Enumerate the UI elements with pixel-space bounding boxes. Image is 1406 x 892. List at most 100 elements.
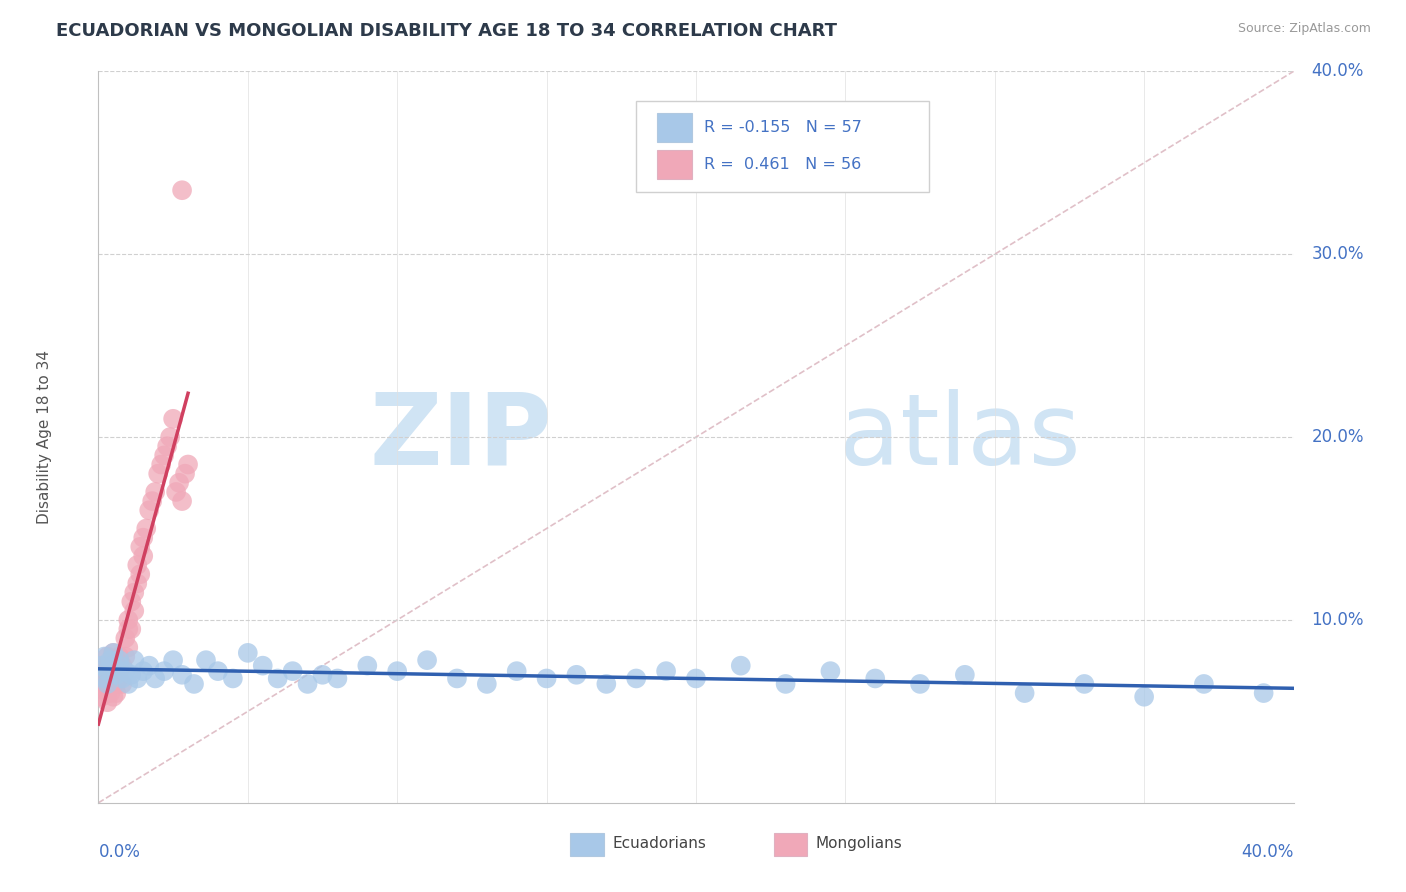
- Point: [103, 664, 125, 678]
- Text: ZIP: ZIP: [370, 389, 553, 485]
- Point: [105, 686, 128, 700]
- Text: R =  0.461   N = 56: R = 0.461 N = 56: [704, 157, 862, 172]
- Point: [138, 658, 160, 673]
- Point: [114, 649, 136, 664]
- Point: [820, 664, 842, 678]
- Point: [162, 653, 184, 667]
- Point: [685, 672, 707, 686]
- Point: [108, 672, 131, 686]
- Point: [90, 664, 112, 678]
- Point: [117, 613, 139, 627]
- Point: [120, 667, 142, 681]
- Point: [114, 632, 136, 646]
- Point: [129, 540, 152, 554]
- Point: [103, 677, 125, 691]
- Point: [117, 677, 139, 691]
- Point: [124, 653, 146, 667]
- Point: [148, 467, 170, 481]
- Point: [730, 658, 752, 673]
- Point: [183, 677, 205, 691]
- Point: [416, 653, 439, 667]
- Point: [127, 558, 149, 573]
- Point: [865, 672, 887, 686]
- Point: [93, 677, 115, 691]
- Text: Disability Age 18 to 34: Disability Age 18 to 34: [37, 350, 52, 524]
- Point: [132, 664, 155, 678]
- Point: [120, 594, 142, 608]
- Point: [150, 458, 173, 472]
- Point: [222, 672, 245, 686]
- Point: [111, 658, 134, 673]
- Point: [156, 439, 179, 453]
- Point: [108, 664, 131, 678]
- Point: [96, 667, 118, 681]
- Point: [143, 672, 166, 686]
- Point: [132, 531, 155, 545]
- Point: [127, 576, 149, 591]
- Point: [138, 503, 160, 517]
- Point: [124, 604, 146, 618]
- Point: [105, 653, 128, 667]
- Point: [103, 646, 125, 660]
- Point: [326, 672, 349, 686]
- Point: [93, 658, 115, 673]
- Point: [96, 677, 118, 691]
- Point: [98, 658, 122, 673]
- Point: [93, 672, 115, 686]
- Point: [172, 183, 194, 197]
- Point: [195, 653, 218, 667]
- Text: Mongolians: Mongolians: [815, 836, 903, 851]
- Point: [172, 494, 194, 508]
- Point: [536, 672, 558, 686]
- Point: [96, 686, 118, 700]
- Point: [93, 682, 115, 697]
- Point: [103, 658, 125, 673]
- Point: [120, 622, 142, 636]
- Point: [103, 690, 125, 704]
- Point: [141, 494, 163, 508]
- Point: [93, 649, 115, 664]
- Point: [267, 672, 290, 686]
- Point: [143, 485, 166, 500]
- Point: [1014, 686, 1036, 700]
- Point: [167, 475, 190, 490]
- Point: [385, 664, 409, 678]
- Point: [96, 664, 118, 678]
- Point: [108, 653, 131, 667]
- Point: [127, 672, 149, 686]
- Point: [207, 664, 229, 678]
- Point: [775, 677, 797, 691]
- Point: [96, 649, 118, 664]
- Text: 0.0%: 0.0%: [98, 843, 141, 861]
- Point: [153, 664, 176, 678]
- Text: 20.0%: 20.0%: [1312, 428, 1364, 446]
- Point: [159, 430, 181, 444]
- Point: [565, 667, 588, 681]
- Point: [908, 677, 931, 691]
- Point: [506, 664, 529, 678]
- Point: [236, 646, 259, 660]
- Point: [311, 667, 333, 681]
- Point: [356, 658, 378, 673]
- Text: 10.0%: 10.0%: [1312, 611, 1364, 629]
- Point: [105, 667, 128, 681]
- Point: [98, 653, 122, 667]
- Point: [475, 677, 498, 691]
- Text: R = -0.155   N = 57: R = -0.155 N = 57: [704, 120, 862, 136]
- Point: [1253, 686, 1275, 700]
- Point: [103, 646, 125, 660]
- Point: [90, 658, 112, 673]
- Point: [111, 672, 134, 686]
- Point: [1073, 677, 1095, 691]
- Point: [132, 549, 155, 563]
- Point: [98, 672, 122, 686]
- Point: [90, 672, 112, 686]
- Point: [135, 521, 157, 535]
- Point: [162, 412, 184, 426]
- Point: [124, 585, 146, 599]
- Point: [174, 467, 197, 481]
- Point: [90, 690, 112, 704]
- Text: Ecuadorians: Ecuadorians: [613, 836, 706, 851]
- FancyBboxPatch shape: [657, 113, 692, 143]
- Point: [281, 664, 304, 678]
